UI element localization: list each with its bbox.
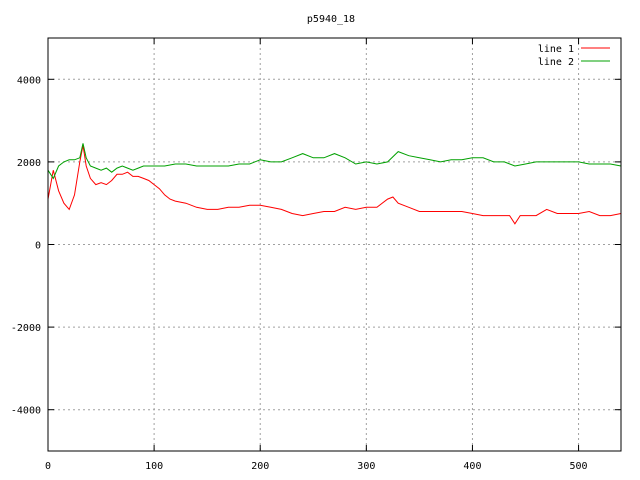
y-tick-label: 4000 (17, 75, 41, 86)
y-tick-label: 0 (35, 241, 41, 252)
chart-title: p5940_18 (307, 14, 355, 25)
series-line-1 (47, 145, 622, 225)
y-tick-label: -4000 (11, 406, 41, 417)
axis-ticks: 0 100 200 300 400 500 -4000 -2000 0 2000 4000 (11, 38, 621, 472)
plot-frame (47, 37, 622, 452)
x-tick-label: 300 (357, 461, 375, 472)
y-tick-label: -2000 (11, 323, 41, 334)
series-line-2 (47, 143, 622, 180)
x-tick-label: 200 (251, 461, 269, 472)
legend-label-2: line 2 (538, 57, 574, 68)
x-tick-label: 0 (45, 461, 51, 472)
x-tick-label: 100 (145, 461, 163, 472)
grid (48, 38, 621, 451)
legend-label-1: line 1 (538, 44, 574, 55)
x-tick-label: 500 (570, 461, 588, 472)
x-tick-label: 400 (463, 461, 481, 472)
legend: line 1 line 2 (538, 44, 610, 68)
series-lines (47, 143, 622, 225)
y-tick-label: 2000 (17, 158, 41, 169)
